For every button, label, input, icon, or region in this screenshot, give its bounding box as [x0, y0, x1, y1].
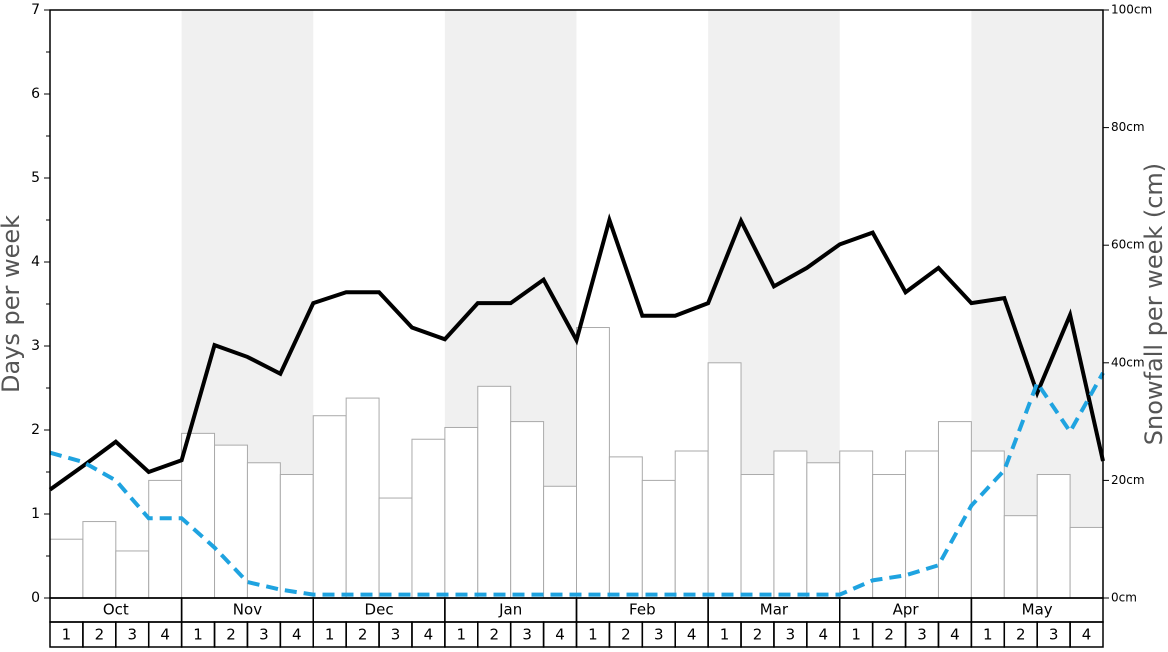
x-tick-label: 3 — [917, 626, 927, 644]
x-tick-label: 3 — [127, 626, 137, 644]
y2-axis-label: Snowfall per week (cm) — [1140, 163, 1168, 445]
x-tick-label: 1 — [851, 626, 861, 644]
bar — [674, 450, 709, 599]
x-tick-label: 2 — [753, 626, 763, 644]
month-label: May — [1022, 601, 1053, 619]
bar — [1003, 515, 1038, 599]
x-tick-label: 2 — [95, 626, 105, 644]
x-tick-label: 4 — [160, 626, 170, 644]
x-tick-label: 1 — [62, 626, 72, 644]
month-label: Dec — [365, 601, 394, 619]
y2-tick-label: 40cm — [1111, 355, 1145, 369]
y-tick-label: 1 — [31, 506, 40, 522]
month-label: Apr — [893, 601, 920, 619]
x-tick-label: 3 — [1049, 626, 1059, 644]
line — [49, 371, 1105, 597]
x-tick-label: 3 — [391, 626, 401, 644]
month-label: Mar — [760, 601, 789, 619]
bar — [937, 421, 972, 599]
x-tick-label: 3 — [522, 626, 532, 644]
bar — [49, 538, 84, 599]
x-tick-label: 4 — [555, 626, 565, 644]
month-label: Feb — [629, 601, 656, 619]
x-tick-label: 4 — [292, 626, 302, 644]
bar — [905, 450, 939, 599]
bar — [444, 426, 479, 599]
bar — [806, 462, 841, 599]
bar — [82, 521, 117, 599]
bar — [246, 462, 281, 599]
bar — [378, 497, 413, 599]
x-tick-label: 1 — [457, 626, 467, 644]
x-tick-label: 1 — [588, 626, 598, 644]
bar — [1036, 474, 1071, 599]
week-cell — [1069, 621, 1104, 648]
x-tick-label: 1 — [983, 626, 993, 644]
y-axis-label: Days per week — [0, 215, 25, 393]
bar — [115, 550, 150, 599]
x-tick-label: 1 — [325, 626, 335, 644]
bar — [181, 432, 216, 599]
y2-tick-label: 100cm — [1111, 3, 1152, 17]
bar — [148, 479, 183, 599]
line — [48, 213, 1105, 492]
x-tick-label: 2 — [226, 626, 236, 644]
bar — [312, 415, 347, 599]
y2-tick-label: 80cm — [1111, 120, 1145, 134]
y-tick-label: 2 — [31, 422, 40, 438]
y-tick-label: 7 — [31, 2, 40, 18]
month-label: Oct — [103, 601, 129, 619]
x-tick-label: 2 — [358, 626, 368, 644]
bar — [707, 362, 742, 599]
bar — [411, 438, 446, 599]
bar — [345, 397, 380, 599]
bar — [773, 450, 808, 599]
bar — [510, 421, 545, 599]
x-tick-label: 4 — [950, 626, 960, 644]
x-tick-label: 2 — [1016, 626, 1026, 644]
x-tick-label: 4 — [819, 626, 829, 644]
y-tick-label: 3 — [31, 338, 40, 354]
y-tick-label: 6 — [31, 86, 40, 102]
y2-tick-label: 0cm — [1111, 591, 1137, 605]
bar — [641, 479, 676, 599]
x-tick-label: 2 — [621, 626, 631, 644]
bar — [740, 474, 775, 599]
x-tick-label: 3 — [786, 626, 796, 644]
y-tick-label: 5 — [31, 170, 40, 186]
x-tick-label: 2 — [489, 626, 499, 644]
bar — [214, 444, 248, 599]
bar — [279, 474, 314, 599]
bar — [477, 385, 512, 599]
bar — [576, 327, 610, 599]
bar — [839, 450, 874, 599]
bar — [543, 485, 577, 599]
y-tick-label: 4 — [31, 254, 40, 270]
x-tick-label: 3 — [259, 626, 269, 644]
bar — [608, 456, 643, 599]
x-tick-label: 3 — [654, 626, 664, 644]
x-tick-label: 4 — [424, 626, 434, 644]
y-tick-label: 0 — [31, 590, 40, 606]
month-label: Nov — [233, 601, 262, 619]
x-tick-label: 1 — [720, 626, 730, 644]
x-tick-label: 4 — [687, 626, 697, 644]
x-tick-label: 2 — [884, 626, 894, 644]
month-label: Jan — [498, 601, 522, 619]
y2-tick-label: 60cm — [1111, 238, 1145, 252]
x-tick-label: 4 — [1082, 626, 1092, 644]
y2-tick-label: 20cm — [1111, 473, 1145, 487]
x-tick-label: 1 — [193, 626, 203, 644]
bar — [1069, 526, 1104, 599]
